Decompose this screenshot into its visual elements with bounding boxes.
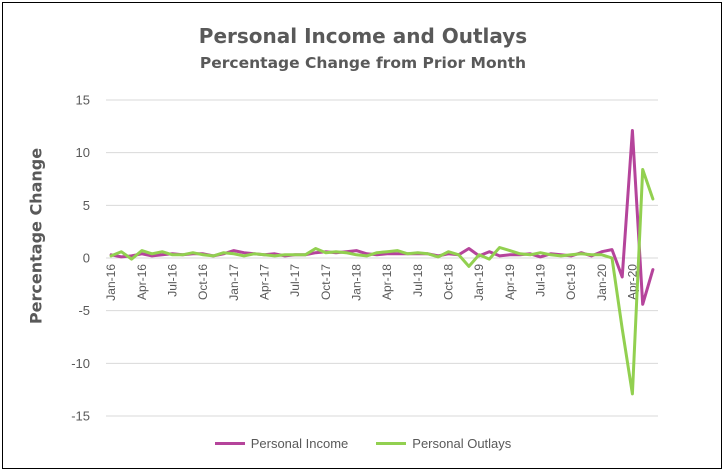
- gridlines: [106, 99, 658, 417]
- x-tick-label: Oct-16: [196, 264, 210, 300]
- y-tick-label: 5: [83, 198, 90, 213]
- x-tick-label: Apr-19: [503, 264, 517, 300]
- chart-title: Personal Income and Outlays: [198, 24, 528, 48]
- y-tick-label: -15: [71, 409, 90, 424]
- x-tick-label: Apr-16: [135, 264, 149, 300]
- y-tick-label: -5: [78, 303, 90, 318]
- y-tick-labels: 15 10 5 0 -5 -10 -15: [71, 93, 90, 424]
- y-tick-label: 0: [83, 251, 90, 266]
- x-tick-label: Jan-20: [595, 264, 609, 301]
- legend-item-personal-income: Personal Income: [214, 436, 349, 451]
- x-tick-label: Jul-18: [411, 264, 425, 297]
- x-tick-label: Jan-16: [104, 264, 118, 301]
- x-tick-label: Oct-18: [441, 264, 455, 300]
- series-lines: [109, 129, 655, 396]
- legend-label-personal-outlays: Personal Outlays: [412, 436, 512, 451]
- x-tick-labels: Jan-16 Apr-16 Jul-16 Oct-16 Jan-17 Apr-17 Jul-…: [104, 264, 639, 301]
- x-tick-label: Apr-17: [257, 264, 271, 300]
- y-tick-label: -10: [71, 356, 90, 371]
- x-tick-label: Jul-16: [165, 264, 179, 297]
- y-tick-label: 15: [76, 93, 90, 108]
- x-tick-label: Jan-19: [472, 264, 486, 301]
- legend-swatch-personal-outlays: [376, 442, 407, 445]
- x-tick-label: Oct-19: [564, 264, 578, 300]
- series-line-personal-outlays: [109, 168, 655, 396]
- chart-subtitle: Percentage Change from Prior Month: [199, 54, 527, 72]
- x-tick-label: Oct-17: [319, 264, 333, 300]
- chart-frame: [2, 2, 722, 469]
- legend-swatch-personal-income: [214, 442, 245, 445]
- x-tick-label: Jul-19: [533, 264, 547, 297]
- y-tick-label: 10: [76, 145, 90, 160]
- x-tick-label: Jul-17: [288, 264, 302, 297]
- legend: Personal Income Personal Outlays: [0, 436, 726, 451]
- x-tick-label: Apr-18: [380, 264, 394, 300]
- x-tick-label: Jan-17: [227, 264, 241, 301]
- legend-label-personal-income: Personal Income: [250, 436, 349, 451]
- x-tick-label: Jan-18: [349, 264, 363, 301]
- legend-item-personal-outlays: Personal Outlays: [376, 436, 511, 451]
